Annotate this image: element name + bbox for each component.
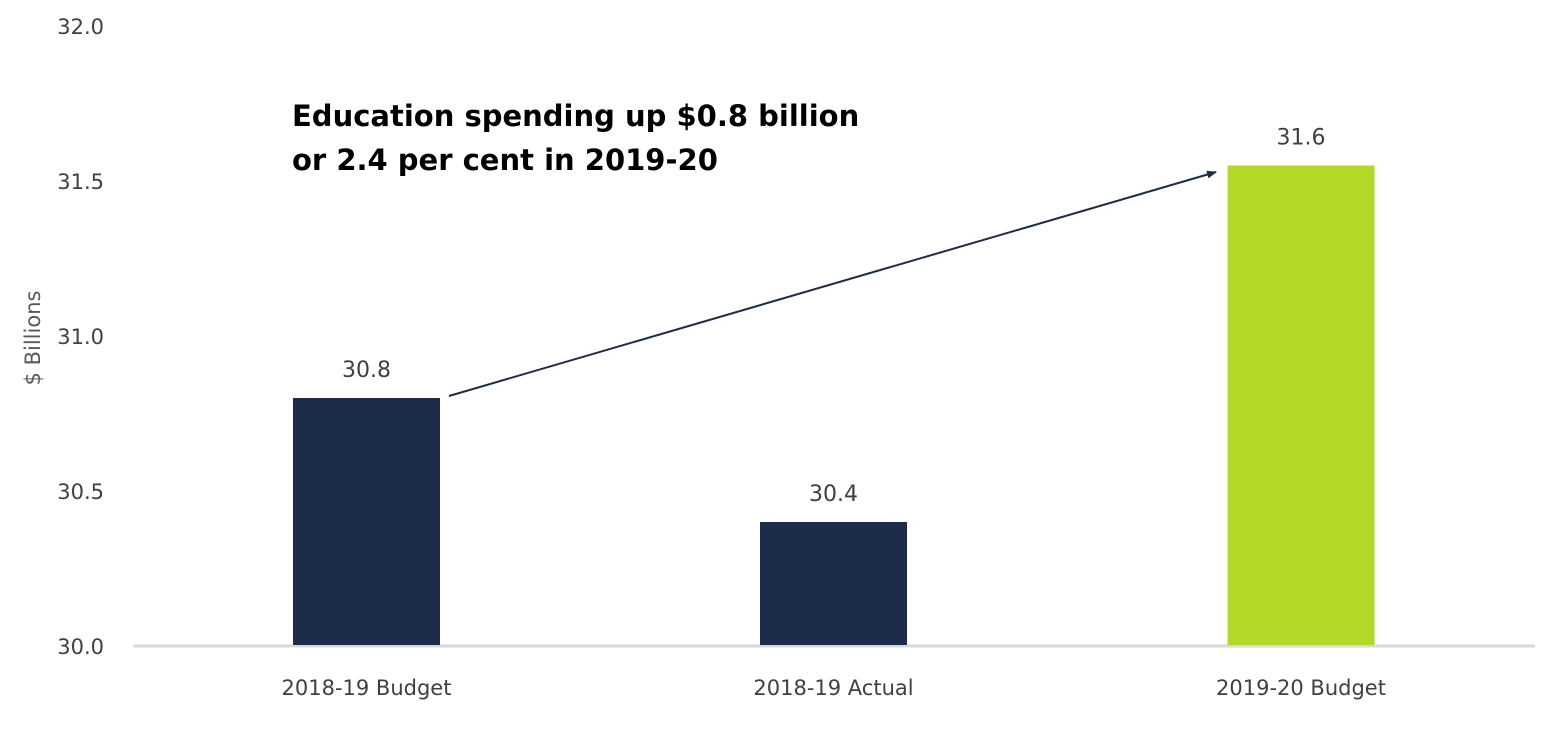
y-tick-label: 30.0	[57, 635, 104, 659]
y-tick-label: 31.0	[57, 325, 104, 349]
bars	[293, 165, 1375, 645]
data-label: 30.4	[809, 482, 858, 507]
annotation-line-2: or 2.4 per cent in 2019-20	[292, 143, 718, 177]
x-tick-label: 2018-19 Budget	[282, 676, 452, 700]
x-axis-labels: 2018-19 Budget 2018-19 Actual 2019-20 Budg…	[282, 676, 1386, 700]
data-labels: 30.8 30.4 31.6	[342, 126, 1325, 508]
annotation-line-1: Education spending up $0.8 billion	[292, 99, 859, 133]
x-tick-label: 2019-20 Budget	[1216, 676, 1386, 700]
x-tick-label: 2018-19 Actual	[753, 676, 913, 700]
y-axis-label: $ Billions	[21, 291, 45, 386]
y-tick-label: 31.5	[57, 170, 104, 194]
data-label: 30.8	[342, 358, 391, 383]
bar	[293, 398, 440, 645]
data-label: 31.6	[1277, 126, 1326, 151]
growth-arrow	[448, 170, 1217, 397]
bar	[760, 522, 907, 645]
bar	[1227, 165, 1375, 645]
y-tick-label: 30.5	[57, 480, 104, 504]
y-tick-label: 32.0	[57, 15, 104, 39]
y-axis-ticks: 30.0 30.5 31.0 31.5 32.0	[57, 15, 104, 659]
